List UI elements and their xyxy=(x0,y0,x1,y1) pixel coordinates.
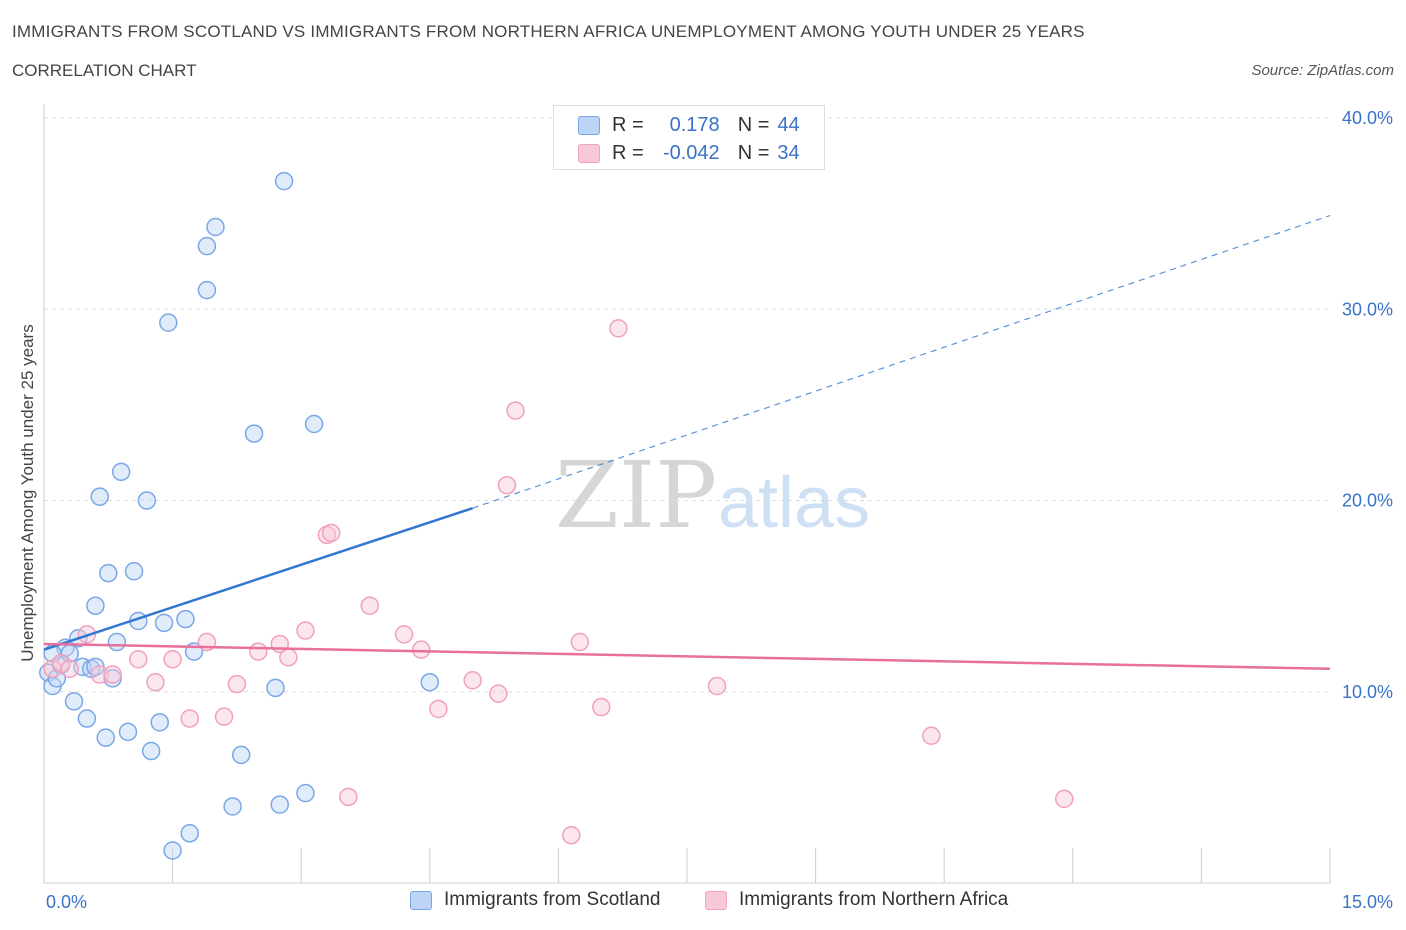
africa-trend-line xyxy=(43,642,1331,671)
scotland-point xyxy=(266,678,285,698)
legend-n-value-scotland: 44 xyxy=(777,113,800,136)
scotland-swatch xyxy=(410,890,432,910)
bottom-legend-africa-label: Immigrants from Northern Africa xyxy=(739,889,1009,910)
africa-point xyxy=(463,671,482,690)
bottom-legend-scotland: Immigrants from Scotland xyxy=(410,889,660,911)
africa-point xyxy=(1054,789,1074,809)
africa-point xyxy=(394,625,414,644)
scotland-point xyxy=(180,824,199,843)
africa-point xyxy=(90,665,109,684)
correlation-legend: R = 0.178 N = 44 R = -0.042 N = 34 xyxy=(553,105,825,170)
africa-point xyxy=(129,649,148,669)
africa-point xyxy=(279,648,298,667)
africa-point xyxy=(339,787,358,807)
scotland-point xyxy=(296,783,315,803)
legend-r-value-africa: -0.042 xyxy=(662,141,720,164)
africa-point xyxy=(707,676,727,696)
scotland-point xyxy=(304,414,324,434)
africa-point xyxy=(411,640,431,659)
scotland-point xyxy=(176,609,195,629)
africa-point xyxy=(227,674,247,694)
scotland-point xyxy=(77,709,97,728)
africa-point xyxy=(321,523,341,543)
bottom-legend-scotland-label: Immigrants from Scotland xyxy=(444,889,661,910)
scotland-point xyxy=(154,613,174,633)
africa-point xyxy=(214,707,234,726)
scotland-trend-line xyxy=(43,506,474,651)
africa-point xyxy=(103,665,122,684)
africa-point xyxy=(296,621,315,640)
africa-point xyxy=(146,672,165,692)
africa-point xyxy=(497,475,517,495)
africa-point xyxy=(360,596,380,615)
chart-title: IMMIGRANTS FROM SCOTLAND VS IMMIGRANTS F… xyxy=(12,22,1085,41)
bottom-legend-africa: Immigrants from Northern Africa xyxy=(705,889,1008,911)
legend-row-scotland: R = 0.178 N = 44 xyxy=(578,113,800,137)
scotland-point xyxy=(118,722,138,742)
y-axis-label: Unemployment Among Youth under 25 years xyxy=(18,324,37,662)
africa-swatch xyxy=(705,890,727,910)
legend-r-value-scotland: 0.178 xyxy=(669,113,720,136)
scotland-point xyxy=(137,491,157,510)
scotland-point xyxy=(64,692,84,711)
scotland-point xyxy=(274,171,294,191)
africa-swatch xyxy=(578,143,600,163)
scotland-point xyxy=(244,424,264,443)
scotland-point xyxy=(197,236,217,256)
scotland-point xyxy=(197,280,217,300)
africa-point xyxy=(922,726,941,745)
scotland-point xyxy=(163,841,182,860)
scotland-point xyxy=(111,462,131,482)
chart-subtitle: CORRELATION CHART xyxy=(12,61,197,80)
y-tick-label: 10.0% xyxy=(1342,682,1393,702)
scotland-point xyxy=(86,596,105,615)
africa-point xyxy=(570,632,590,652)
legend-n-label: N = xyxy=(737,113,770,136)
africa-point xyxy=(249,642,268,661)
scotland-point xyxy=(150,713,169,732)
y-tick-label: 40.0% xyxy=(1342,108,1393,128)
scotland-point xyxy=(99,563,118,583)
scotland-point xyxy=(206,217,225,237)
africa-point xyxy=(592,697,611,717)
legend-row-africa: R = -0.042 N = 34 xyxy=(578,141,800,165)
legend-n-label: N = xyxy=(737,141,770,164)
source-label: Source: ZipAtlas.com xyxy=(1251,62,1394,79)
scotland-trend-extension xyxy=(472,214,1331,509)
y-tick-label: 30.0% xyxy=(1342,299,1393,319)
scotland-point xyxy=(124,562,144,581)
scotland-point xyxy=(141,741,161,761)
africa-point xyxy=(489,684,508,703)
africa-point xyxy=(562,825,581,845)
scotland-point xyxy=(107,632,127,652)
scotland-points xyxy=(39,171,440,860)
watermark-atlas: atlas xyxy=(718,463,870,543)
x-tick-label: 0.0% xyxy=(46,892,87,912)
scotland-point xyxy=(159,313,178,332)
scotland-point xyxy=(420,672,440,692)
legend-r-label: R = xyxy=(612,113,644,136)
africa-point xyxy=(506,401,525,420)
africa-point xyxy=(180,709,199,728)
africa-point xyxy=(163,649,182,669)
africa-point xyxy=(429,699,448,719)
y-tick-label: 20.0% xyxy=(1342,491,1393,511)
africa-points xyxy=(43,319,1074,845)
scotland-swatch xyxy=(578,115,600,135)
watermark-zip: ZIP xyxy=(555,442,717,549)
x-tick-label: 15.0% xyxy=(1342,892,1393,912)
africa-point xyxy=(609,319,628,338)
scotland-point xyxy=(270,795,290,814)
legend-r-label: R = xyxy=(612,141,644,164)
scotland-point xyxy=(90,487,109,506)
legend-n-value-africa: 34 xyxy=(777,141,800,164)
scotland-point xyxy=(96,728,115,747)
africa-point xyxy=(60,659,79,679)
scotland-point xyxy=(223,797,242,816)
scotland-point xyxy=(231,745,251,765)
